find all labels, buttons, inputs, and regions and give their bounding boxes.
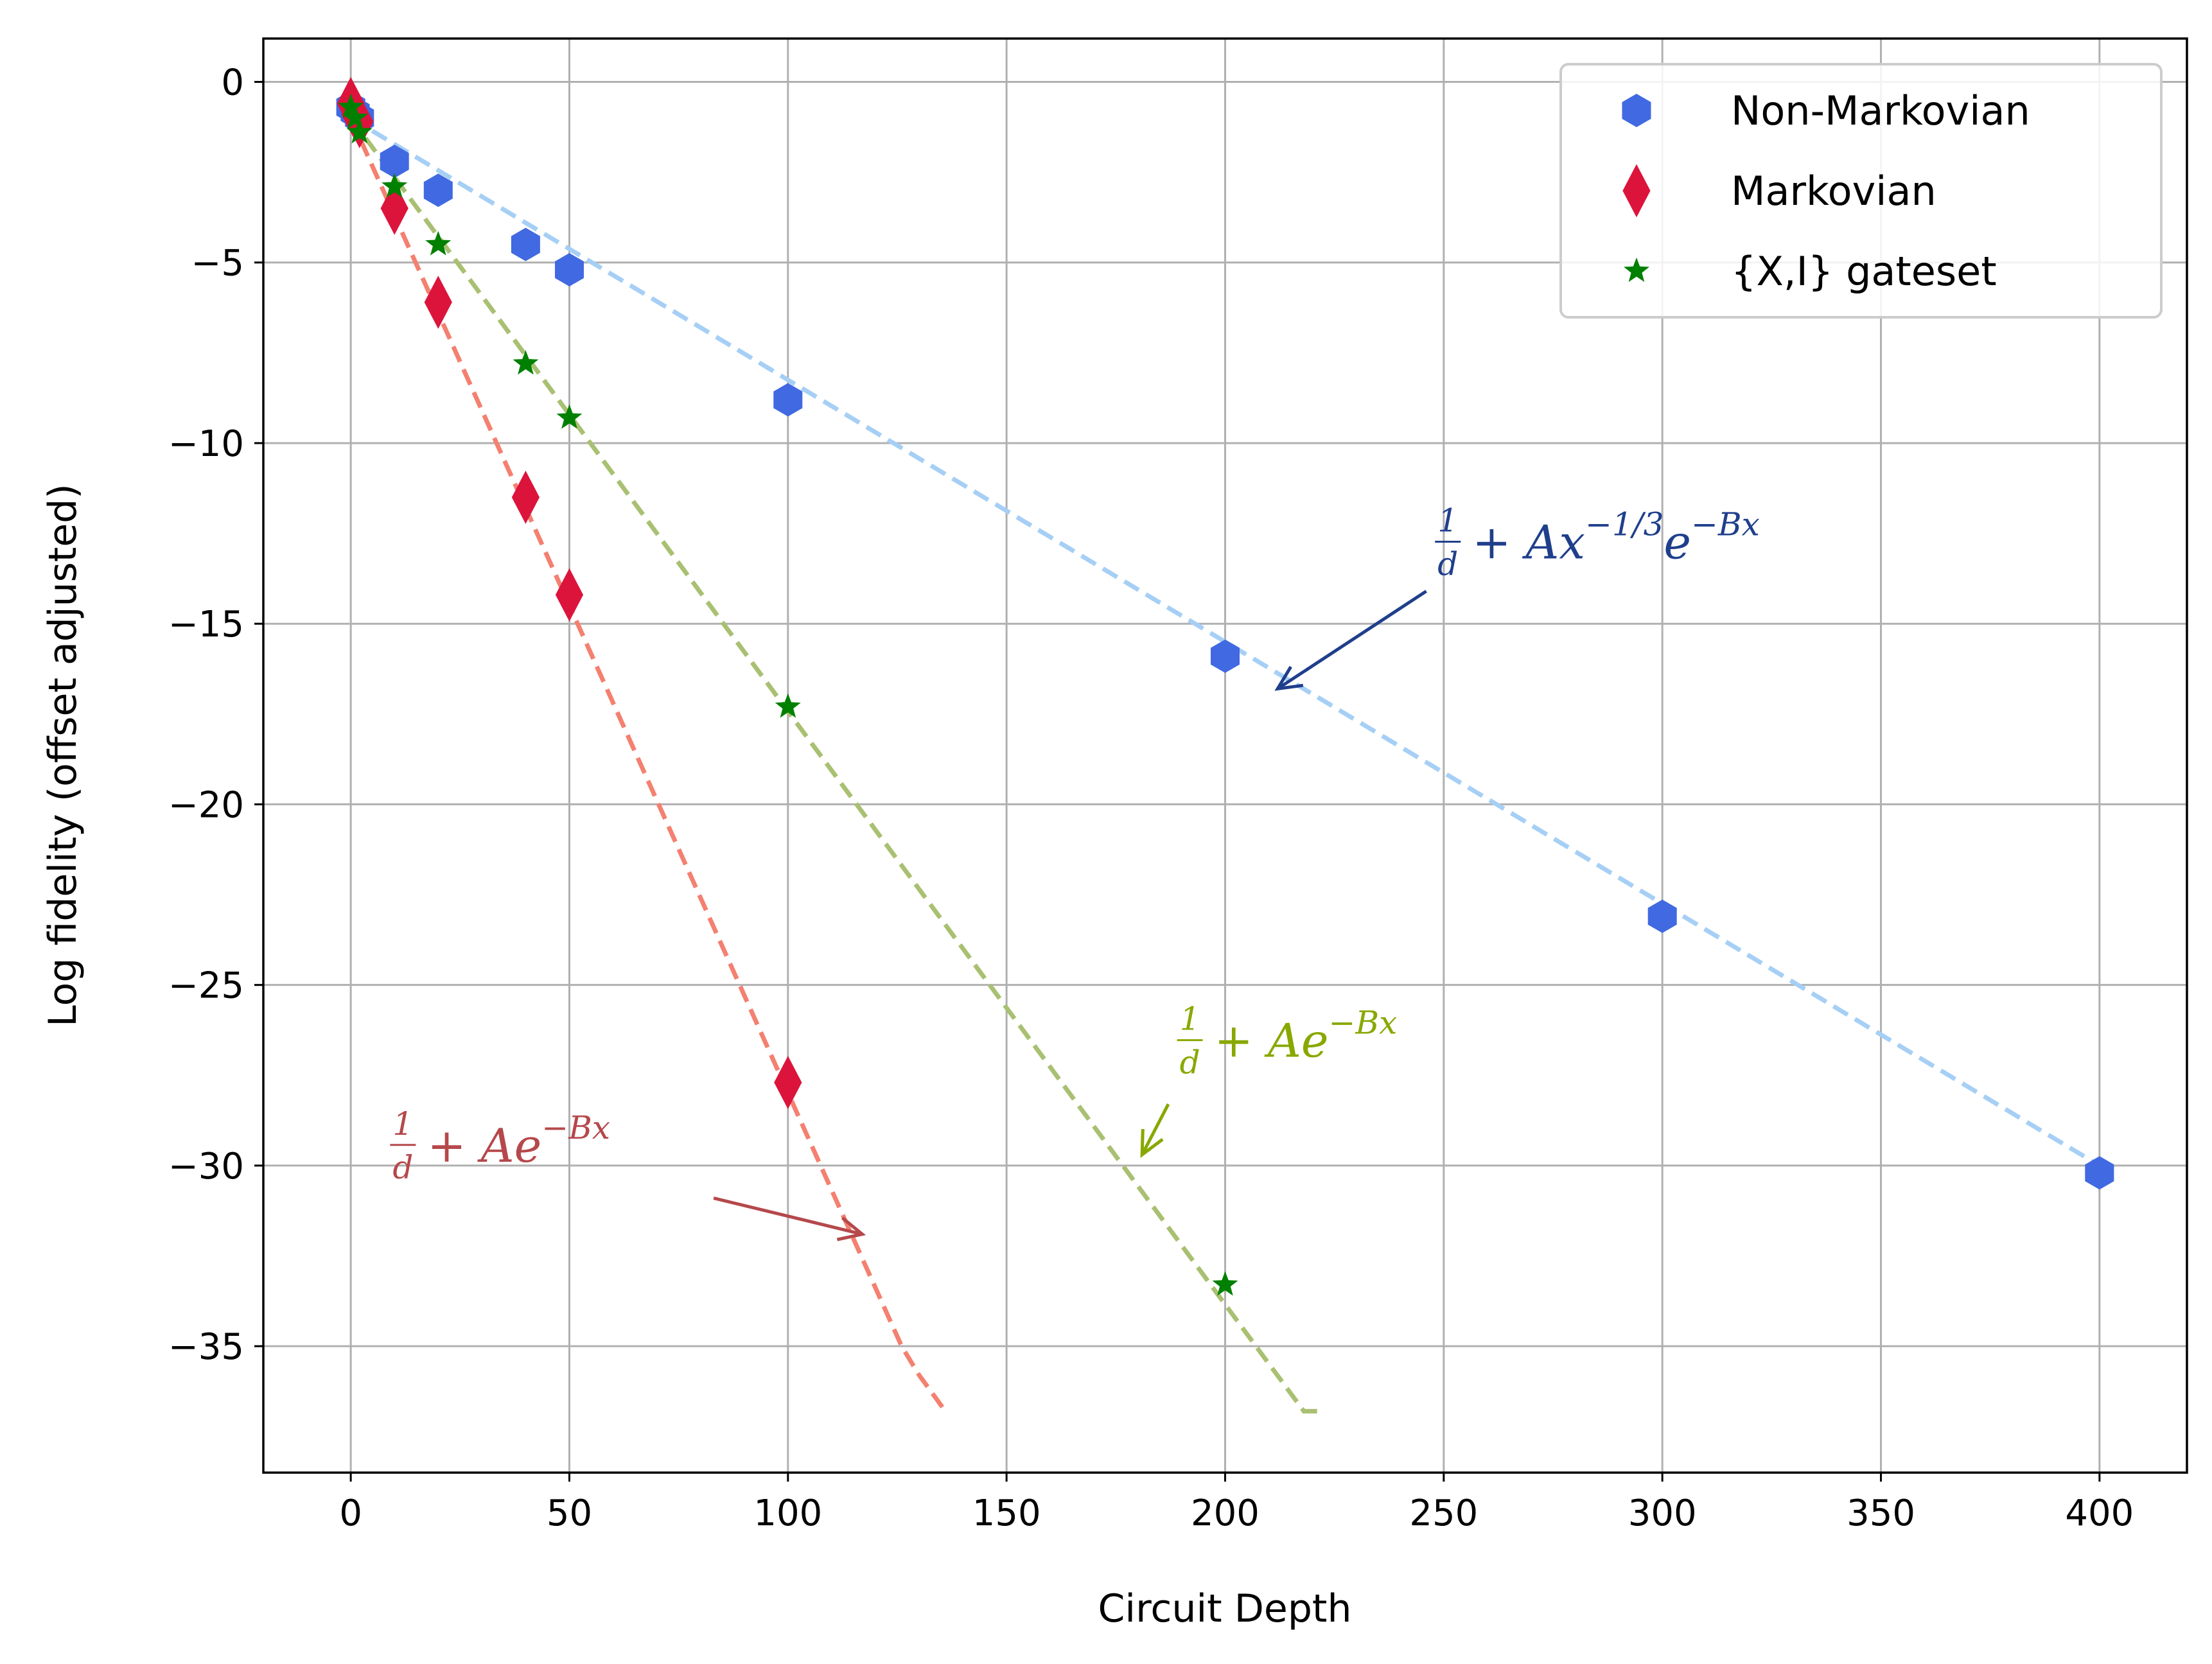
legend-box bbox=[1559, 63, 2163, 319]
y-tick-label: −30 bbox=[168, 1146, 244, 1187]
fraction-numerator: 1 bbox=[392, 1105, 413, 1143]
markovian-point bbox=[555, 568, 584, 622]
non-markovian-point bbox=[773, 383, 803, 417]
legend: Non-Markovian Markovian {X,I} gateset bbox=[1559, 63, 2163, 319]
axis-ticks: 0 50 100 150 200 250 300 350 400 0 −5 −10 −15 −20 −25 −… bbox=[168, 62, 2134, 1534]
markovian-point bbox=[511, 470, 540, 524]
legend-label-3: {X,I} gateset bbox=[1731, 248, 1997, 295]
gateset-point bbox=[346, 119, 373, 144]
non-markovian-point bbox=[555, 253, 584, 286]
annotation-arrow bbox=[1140, 1103, 1170, 1156]
y-axis-label: Log fidelity (offset adjusted) bbox=[40, 484, 85, 1026]
fraction-numerator: 1 bbox=[1180, 1001, 1200, 1038]
legend-label-1: Non-Markovian bbox=[1731, 87, 2030, 134]
markovian-point bbox=[424, 276, 452, 329]
x-tick-label: 400 bbox=[2065, 1493, 2134, 1534]
gateset-fit bbox=[349, 116, 1322, 1414]
y-tick-label: 0 bbox=[221, 62, 244, 103]
fit-lines bbox=[348, 116, 2101, 1414]
non-markovian-point bbox=[380, 145, 409, 179]
data-points bbox=[336, 76, 2114, 1296]
y-tick-label: −20 bbox=[168, 784, 244, 826]
annotation-arrowhead bbox=[836, 1216, 866, 1241]
markovian-formula: 1 d + Ae−Bx bbox=[390, 1105, 866, 1241]
fraction-denominator: d bbox=[1180, 1044, 1200, 1082]
annotation-arrowhead bbox=[1140, 1128, 1164, 1159]
annotation-arrowhead bbox=[1274, 665, 1304, 691]
annotation-arrow bbox=[1276, 590, 1427, 690]
gateset-point bbox=[338, 93, 364, 118]
non-markovian-formula: 1 d + Ax−1/3e−Bx bbox=[1274, 502, 1760, 691]
fraction-denominator: d bbox=[392, 1149, 413, 1186]
formula-text: + Ae−Bx bbox=[427, 1109, 610, 1173]
x-tick-label: 150 bbox=[972, 1493, 1041, 1534]
gateset-point bbox=[342, 104, 368, 129]
fraction-numerator: 1 bbox=[1437, 502, 1458, 539]
markovian-point bbox=[774, 1056, 802, 1109]
formula-text: + Ax−1/3e−Bx bbox=[1472, 505, 1760, 569]
x-tick-label: 250 bbox=[1409, 1493, 1478, 1534]
legend-marker-2 bbox=[1622, 164, 1651, 218]
non-markovian-point bbox=[2085, 1156, 2114, 1190]
x-tick-label: 100 bbox=[753, 1493, 822, 1534]
non-markovian-point bbox=[1211, 639, 1240, 673]
y-tick-label: −10 bbox=[168, 423, 244, 465]
fraction-denominator: d bbox=[1437, 545, 1458, 582]
non-markovian-point bbox=[423, 173, 453, 207]
x-tick-label: 50 bbox=[547, 1493, 592, 1534]
legend-marker-1 bbox=[1622, 94, 1651, 127]
x-axis-label: Circuit Depth bbox=[1098, 1586, 1352, 1631]
annotations: 1 d + Ax−1/3e−Bx 1 d + Ae−Bx 1 d + Ae−Bx bbox=[390, 502, 1760, 1241]
y-tick-label: −15 bbox=[168, 604, 244, 645]
gateset-point bbox=[425, 231, 452, 256]
gateset-point bbox=[556, 404, 583, 429]
formula-text: + Ae−Bx bbox=[1215, 1004, 1398, 1068]
non-markovian-fit bbox=[349, 116, 2101, 1168]
x-tick-label: 300 bbox=[1628, 1493, 1697, 1534]
legend-marker-3 bbox=[1624, 258, 1649, 282]
non-markovian-point bbox=[511, 227, 540, 261]
y-tick-label: −35 bbox=[168, 1326, 244, 1368]
gateset-point bbox=[513, 350, 539, 375]
annotation-arrow bbox=[713, 1196, 863, 1236]
y-tick-label: −25 bbox=[168, 965, 244, 1007]
x-tick-label: 0 bbox=[339, 1493, 362, 1534]
non-markovian-point bbox=[1647, 899, 1677, 933]
gateset-formula: 1 d + Ae−Bx bbox=[1140, 1001, 1398, 1159]
gateset-point bbox=[775, 693, 801, 718]
gateset-point bbox=[382, 173, 408, 198]
x-tick-label: 350 bbox=[1847, 1493, 1915, 1534]
gateset-point bbox=[1212, 1271, 1238, 1296]
markovian-fit bbox=[348, 117, 947, 1413]
x-tick-label: 200 bbox=[1191, 1493, 1260, 1534]
y-tick-label: −5 bbox=[191, 243, 244, 285]
legend-label-2: Markovian bbox=[1731, 168, 1936, 215]
